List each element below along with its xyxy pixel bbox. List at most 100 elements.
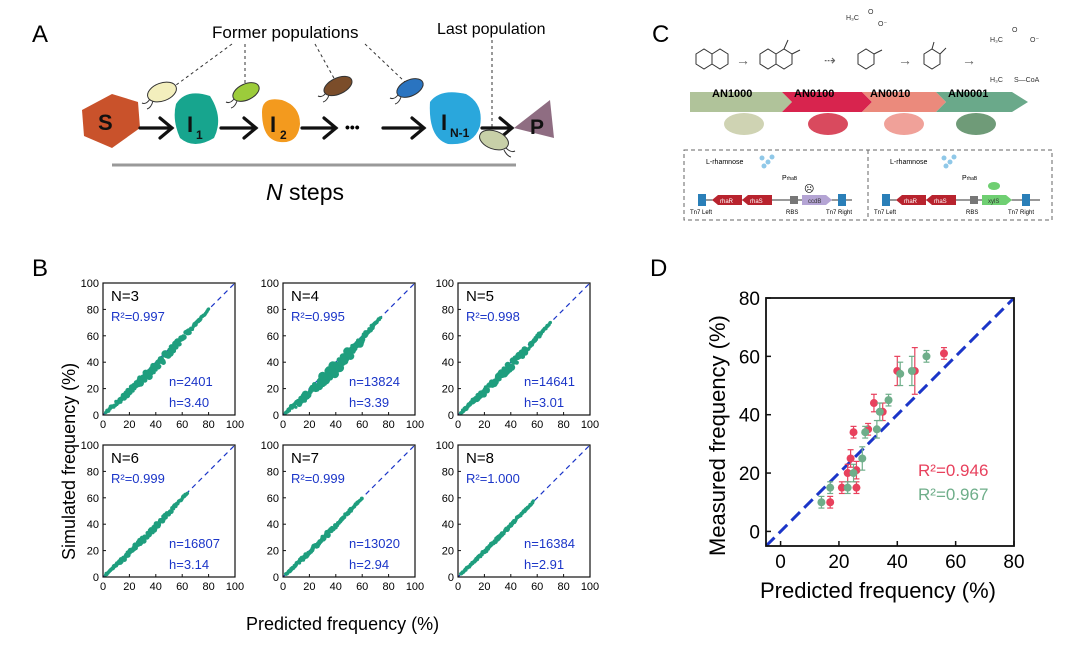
data-point [849, 428, 858, 437]
x-tick-label: 40 [330, 581, 342, 593]
gene-rhas-left [742, 195, 772, 205]
subplot-label: N=8 [466, 450, 494, 467]
h-label: h=2.91 [524, 557, 564, 572]
h-label: h=3.01 [524, 395, 564, 410]
data-point [907, 366, 916, 375]
node-i1-sub: 1 [196, 128, 203, 142]
data-point [861, 428, 870, 437]
svg-text:S—CoA: S—CoA [1014, 77, 1040, 84]
panel-c-letter: C [652, 21, 669, 48]
data-point [207, 307, 211, 311]
subplot-n5: 00 20 20 40 40 60 60 80 80 100 100 N=5 R²=0.998 n=146… [436, 278, 600, 431]
subplot-label: N=6 [111, 450, 139, 467]
subplot-n8: 00 20 20 40 40 60 60 80 80 100 100 N=8 R²=1.000 n=163… [436, 440, 600, 593]
data-point [129, 391, 133, 395]
data-point [837, 483, 846, 492]
panel-d: D Predicted frequency (%) Measured frequ… [650, 255, 1025, 603]
n-steps-label: N steps [266, 179, 344, 205]
x-tick-label: 0 [455, 581, 461, 593]
data-point [349, 353, 354, 358]
y-tick-label: 20 [442, 384, 454, 396]
cell-an0001 [956, 113, 996, 135]
x-tick-label: 40 [887, 552, 908, 573]
data-point [141, 538, 147, 544]
y-tick-label: 60 [87, 331, 99, 343]
n-label: n=2401 [169, 374, 213, 389]
x-tick-label: 0 [775, 552, 786, 573]
node-s-label: S [98, 110, 113, 135]
panel-a: A Former populations Last population S I… [32, 21, 554, 205]
data-point [171, 348, 177, 354]
strain-arrow-an0100 [782, 92, 872, 112]
y-tick-label: 40 [442, 519, 454, 531]
x-tick-label: 80 [202, 581, 214, 593]
panel-b-letter: B [32, 255, 48, 282]
data-point [884, 396, 893, 405]
y-tick-label: 100 [261, 278, 279, 290]
panel-d-xlabel: Predicted frequency (%) [760, 578, 996, 603]
panel-d-plot: 0 20 40 60 80 0 20 40 60 80 R²=0.946 R²=0.967 [739, 289, 1025, 573]
y-tick-label: 40 [739, 406, 760, 427]
x-tick-label: 80 [557, 419, 569, 431]
y-tick-label: 100 [261, 440, 279, 452]
data-point [514, 360, 519, 365]
svg-text:xylS: xylS [988, 199, 999, 205]
x-tick-label: 100 [406, 419, 424, 431]
svg-text:O⁻: O⁻ [1030, 37, 1039, 44]
data-point [852, 483, 861, 492]
y-tick-label: 60 [267, 331, 279, 343]
circuit-left: L-rhamnose PrhaB ☹ rhaR rhaS ccdB RBS Tn… [690, 154, 852, 216]
svg-text:O: O [868, 9, 874, 16]
axes-frame [282, 444, 416, 578]
diagonal-line [764, 296, 1016, 548]
x-tick-label: 20 [478, 581, 490, 593]
svg-text:RBS: RBS [786, 210, 798, 216]
tn7-right-block [838, 194, 846, 206]
y-tick-label: 40 [267, 357, 279, 369]
r2-label: R²=0.999 [111, 471, 165, 486]
subplot-label: N=4 [291, 288, 319, 305]
x-tick-label: 40 [150, 419, 162, 431]
panel-c: C → ⇢ → → H₃C O O⁻ H₃C O O⁻ H [652, 9, 1053, 221]
svg-text:RBS: RBS [966, 210, 978, 216]
subplot-n7: 00 20 20 40 40 60 60 80 80 100 100 N=7 R²=0.999 n=130… [261, 440, 425, 593]
y-tick-label: 20 [87, 384, 99, 396]
strain-arrow-an0010 [862, 92, 946, 112]
y-tick-label: 40 [442, 357, 454, 369]
circuit-left-inducer: L-rhamnose [706, 159, 743, 166]
y-tick-label: 0 [448, 572, 454, 584]
data-point [858, 454, 867, 463]
y-tick-label: 60 [442, 331, 454, 343]
data-point [186, 330, 192, 336]
data-point [342, 515, 347, 519]
svg-text:rhaS: rhaS [750, 199, 763, 205]
n-label: n=13020 [349, 536, 400, 551]
subplot-label: N=3 [111, 288, 139, 305]
x-tick-label: 60 [356, 581, 368, 593]
r2-label: R²=0.997 [111, 309, 165, 324]
x-tick-label: 100 [226, 419, 244, 431]
y-tick-label: 80 [87, 304, 99, 316]
rhamnose-dots-right [941, 154, 957, 169]
r2-green-label: R²=0.967 [918, 485, 988, 504]
y-tick-label: 40 [267, 519, 279, 531]
data-point [843, 483, 852, 492]
r2-label: R²=0.998 [466, 309, 520, 324]
x-tick-label: 20 [123, 419, 135, 431]
data-point [872, 425, 881, 434]
strain-label-an1000: AN1000 [712, 88, 752, 100]
strain-label-an0001: AN0001 [948, 88, 988, 100]
y-tick-label: 0 [93, 410, 99, 422]
data-point [142, 377, 148, 383]
bacterium-2 [225, 82, 260, 109]
h-label: h=3.40 [169, 395, 209, 410]
x-tick-label: 100 [581, 419, 599, 431]
strain-label-an0100: AN0100 [794, 88, 834, 100]
toxin-face-icon: ☹ [804, 184, 814, 195]
panel-b-xlabel: Predicted frequency (%) [246, 614, 439, 634]
data-point [817, 498, 826, 507]
x-tick-label: 40 [505, 419, 517, 431]
x-tick-label: 80 [557, 581, 569, 593]
data-point [185, 491, 190, 495]
x-tick-label: 40 [330, 419, 342, 431]
